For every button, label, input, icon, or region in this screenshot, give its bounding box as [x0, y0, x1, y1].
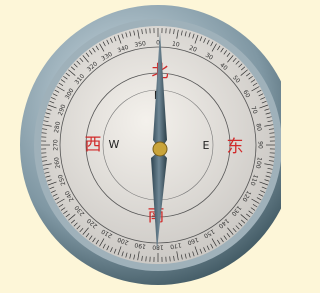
cardinal-en: W — [109, 138, 120, 151]
degree-label: 270 — [53, 139, 60, 151]
degree-label: 80 — [254, 123, 262, 132]
compass-photo: 0102030405060708090100110120130140150160… — [0, 0, 281, 293]
degree-label: 10 — [171, 40, 180, 48]
cardinal-cn: 西 — [85, 135, 102, 155]
pivot — [153, 142, 167, 156]
degree-label: 180 — [152, 244, 164, 251]
cardinal-en: E — [203, 139, 210, 152]
cardinal-cn: 东 — [227, 137, 244, 157]
degree-label: 90 — [257, 141, 264, 149]
